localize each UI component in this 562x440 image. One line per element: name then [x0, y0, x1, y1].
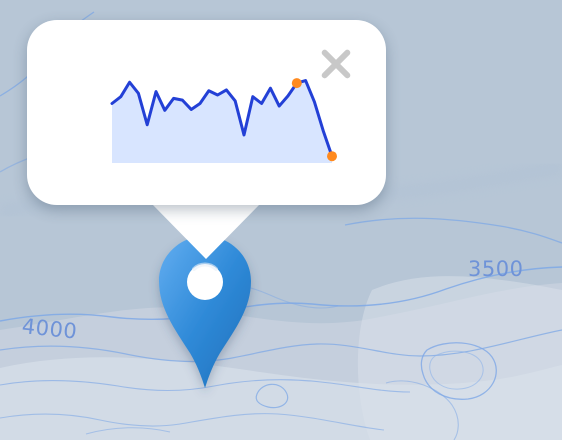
contour-line-3	[344, 217, 562, 244]
sparkline-point-0	[291, 78, 302, 89]
sparkline-point-1	[327, 151, 337, 162]
popup-pointer-shape	[151, 203, 261, 259]
contour-ring-small	[255, 383, 289, 409]
contour-label-3500: 3500	[468, 257, 524, 281]
marker-pin-shape	[159, 236, 251, 388]
contour-line-4000	[0, 266, 562, 322]
contour-line-10	[85, 427, 171, 435]
contour-line-6	[0, 379, 411, 393]
sparkline-area	[112, 80, 332, 163]
terrain-ridge-east	[357, 276, 562, 440]
popup-pointer	[151, 203, 261, 259]
map-marker[interactable]	[150, 232, 260, 394]
contour-ring-east	[420, 342, 497, 400]
map-popup[interactable]	[27, 20, 386, 205]
contour-line-5	[0, 329, 562, 363]
sparkline-chart	[110, 75, 342, 170]
sparkline-markers	[291, 78, 337, 162]
sparkline-svg	[110, 78, 337, 163]
marker-highlight	[192, 262, 218, 271]
map-pin-icon	[159, 236, 251, 388]
contour-line-7	[0, 413, 385, 431]
contour-line-8	[385, 380, 459, 440]
contour-ring-east-inner	[429, 350, 484, 390]
marker-center-dot	[187, 264, 223, 300]
